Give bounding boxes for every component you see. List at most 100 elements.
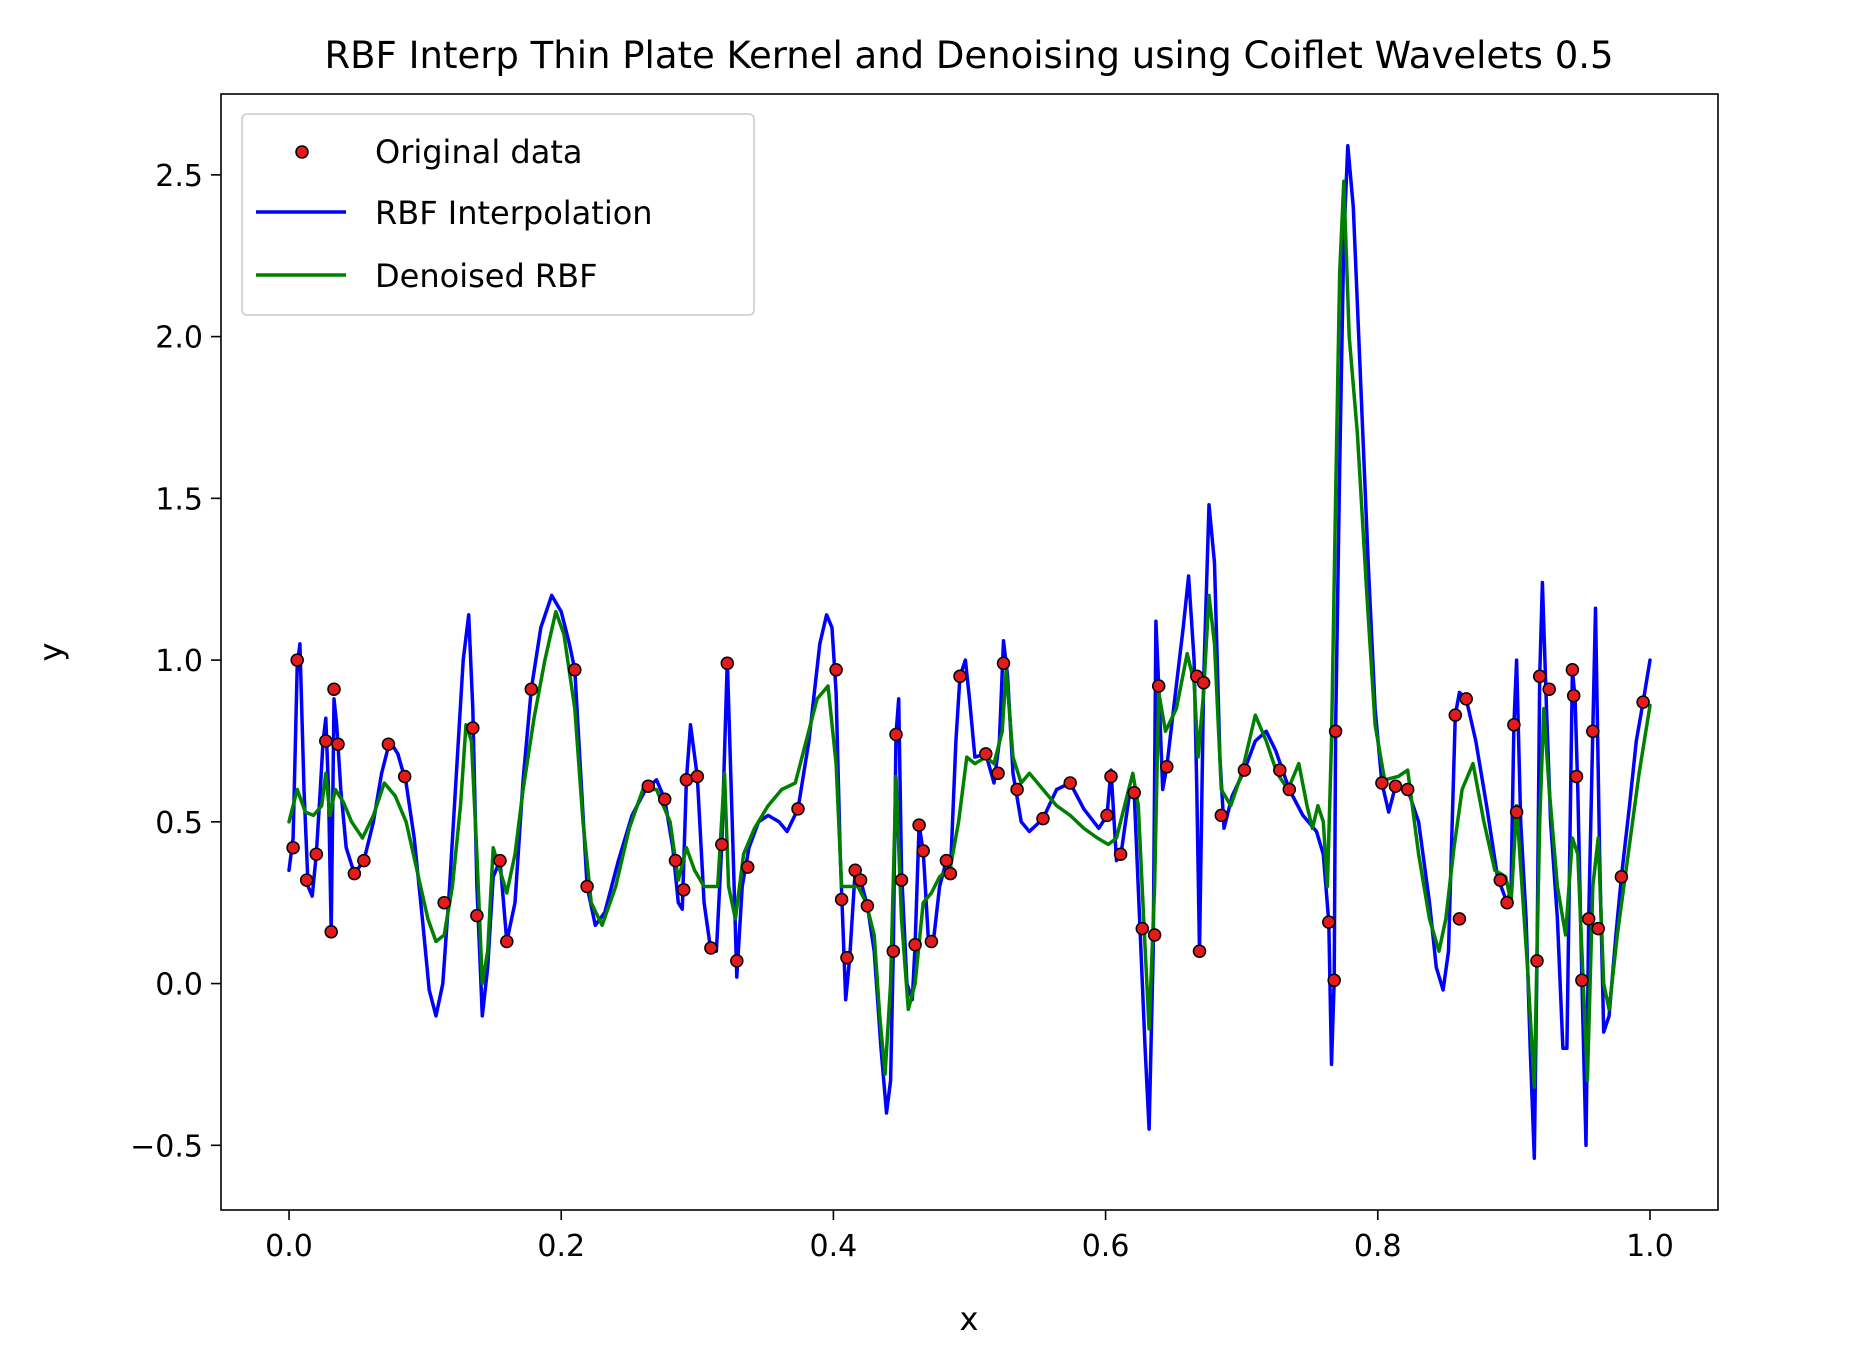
data-point: [943, 866, 958, 881]
data-point: [1375, 776, 1389, 790]
data-point: [1614, 870, 1629, 884]
data-point: [1591, 921, 1605, 936]
data-point: [357, 853, 371, 868]
data-point: [1282, 782, 1297, 797]
legend: Original data RBF Interpolation Denoised…: [241, 113, 755, 316]
data-point: [1010, 782, 1024, 797]
chart-title: RBF Interp Thin Plate Kernel and Denoisi…: [324, 34, 1613, 77]
x-tick-label: 0.4: [810, 1229, 858, 1264]
data-point: [381, 737, 396, 751]
data-point: [860, 899, 875, 913]
data-point: [829, 663, 843, 677]
legend-label-rbf-interpolation: RBF Interpolation: [375, 194, 653, 232]
data-point: [1322, 915, 1336, 929]
data-point: [1135, 921, 1150, 936]
data-point: [715, 837, 729, 852]
data-point: [1565, 663, 1580, 677]
data-point: [568, 663, 582, 677]
data-point: [1500, 895, 1514, 910]
data-point: [1530, 954, 1544, 968]
data-point: [1566, 688, 1581, 703]
data-point: [331, 737, 345, 751]
data-point: [500, 934, 514, 949]
data-point: [894, 873, 909, 887]
data-point: [657, 792, 672, 806]
data-point: [1192, 944, 1207, 958]
data-point: [720, 656, 735, 671]
data-point: [641, 779, 656, 793]
data-point: [834, 892, 849, 907]
data-point: [1532, 669, 1547, 684]
data-point: [1581, 912, 1596, 926]
data-point: [309, 847, 324, 861]
data-point: [290, 653, 304, 667]
data-point: [1509, 805, 1524, 819]
data-point: [299, 873, 314, 887]
data-point: [1237, 763, 1252, 777]
data-point: [679, 773, 694, 787]
x-tick-label: 0.6: [1082, 1229, 1130, 1264]
data-point: [470, 908, 484, 923]
data-point: [1586, 724, 1600, 739]
x-tick-label: 0.2: [537, 1229, 585, 1264]
x-tick-label: 0.8: [1354, 1229, 1402, 1264]
data-point: [991, 766, 1005, 781]
x-axis: 0.0 0.2 0.4 0.6 0.8 1.0: [265, 1210, 1674, 1264]
data-point: [1400, 782, 1415, 797]
data-point: [1328, 724, 1343, 739]
data-point: [1388, 779, 1403, 793]
y-tick-label: 2.5: [155, 159, 203, 194]
data-point: [690, 769, 705, 784]
data-point: [524, 682, 539, 696]
data-point: [791, 802, 805, 816]
data-point: [889, 727, 903, 742]
data-point: [1160, 760, 1174, 774]
data-point: [1151, 679, 1166, 693]
data-point: [886, 944, 901, 958]
data-point: [704, 941, 718, 955]
data-point: [1147, 928, 1162, 942]
data-point: [740, 860, 755, 874]
data-point: [853, 873, 868, 887]
data-point: [493, 853, 507, 868]
data-point: [1448, 708, 1463, 722]
data-point: [1575, 973, 1589, 988]
legend-label-original-data: Original data: [375, 133, 582, 171]
data-point: [1542, 682, 1556, 696]
y-tick-label: 0.5: [155, 806, 203, 841]
data-point: [924, 934, 939, 949]
data-point: [1036, 811, 1050, 826]
data-point: [1113, 847, 1128, 861]
x-tick-label: 0.0: [265, 1229, 313, 1264]
plot-content: [286, 144, 1652, 1160]
data-point: [580, 879, 594, 894]
data-point: [939, 853, 954, 868]
data-point: [1127, 785, 1141, 800]
y-tick-label: 1.5: [155, 482, 203, 517]
y-tick-label: 0.0: [155, 968, 203, 1003]
data-point: [1636, 695, 1650, 709]
data-point: [1507, 718, 1521, 732]
y-tick-label: 1.0: [155, 644, 203, 679]
data-point: [327, 682, 341, 696]
y-tick-label: 2.0: [155, 321, 203, 356]
legend-label-denoised-rbf: Denoised RBF: [375, 257, 598, 295]
data-point: [319, 734, 333, 748]
data-point: [953, 669, 967, 684]
data-point: [1063, 776, 1077, 790]
data-point: [1214, 808, 1229, 823]
data-point: [730, 954, 744, 968]
y-axis: −0.5 0.0 0.5 1.0 1.5 2.0 2.5: [130, 159, 221, 1164]
plot-frame: [220, 93, 1719, 1211]
y-axis-label: y: [32, 643, 70, 662]
data-point: [668, 853, 683, 868]
data-point: [1327, 973, 1341, 988]
data-point: [437, 895, 451, 910]
data-point: [347, 866, 362, 881]
y-tick-label: −0.5: [130, 1129, 203, 1164]
data-point: [912, 818, 926, 832]
data-point: [1569, 769, 1584, 784]
data-point: [1273, 763, 1287, 777]
data-point: [397, 769, 412, 784]
data-point: [1493, 873, 1508, 887]
